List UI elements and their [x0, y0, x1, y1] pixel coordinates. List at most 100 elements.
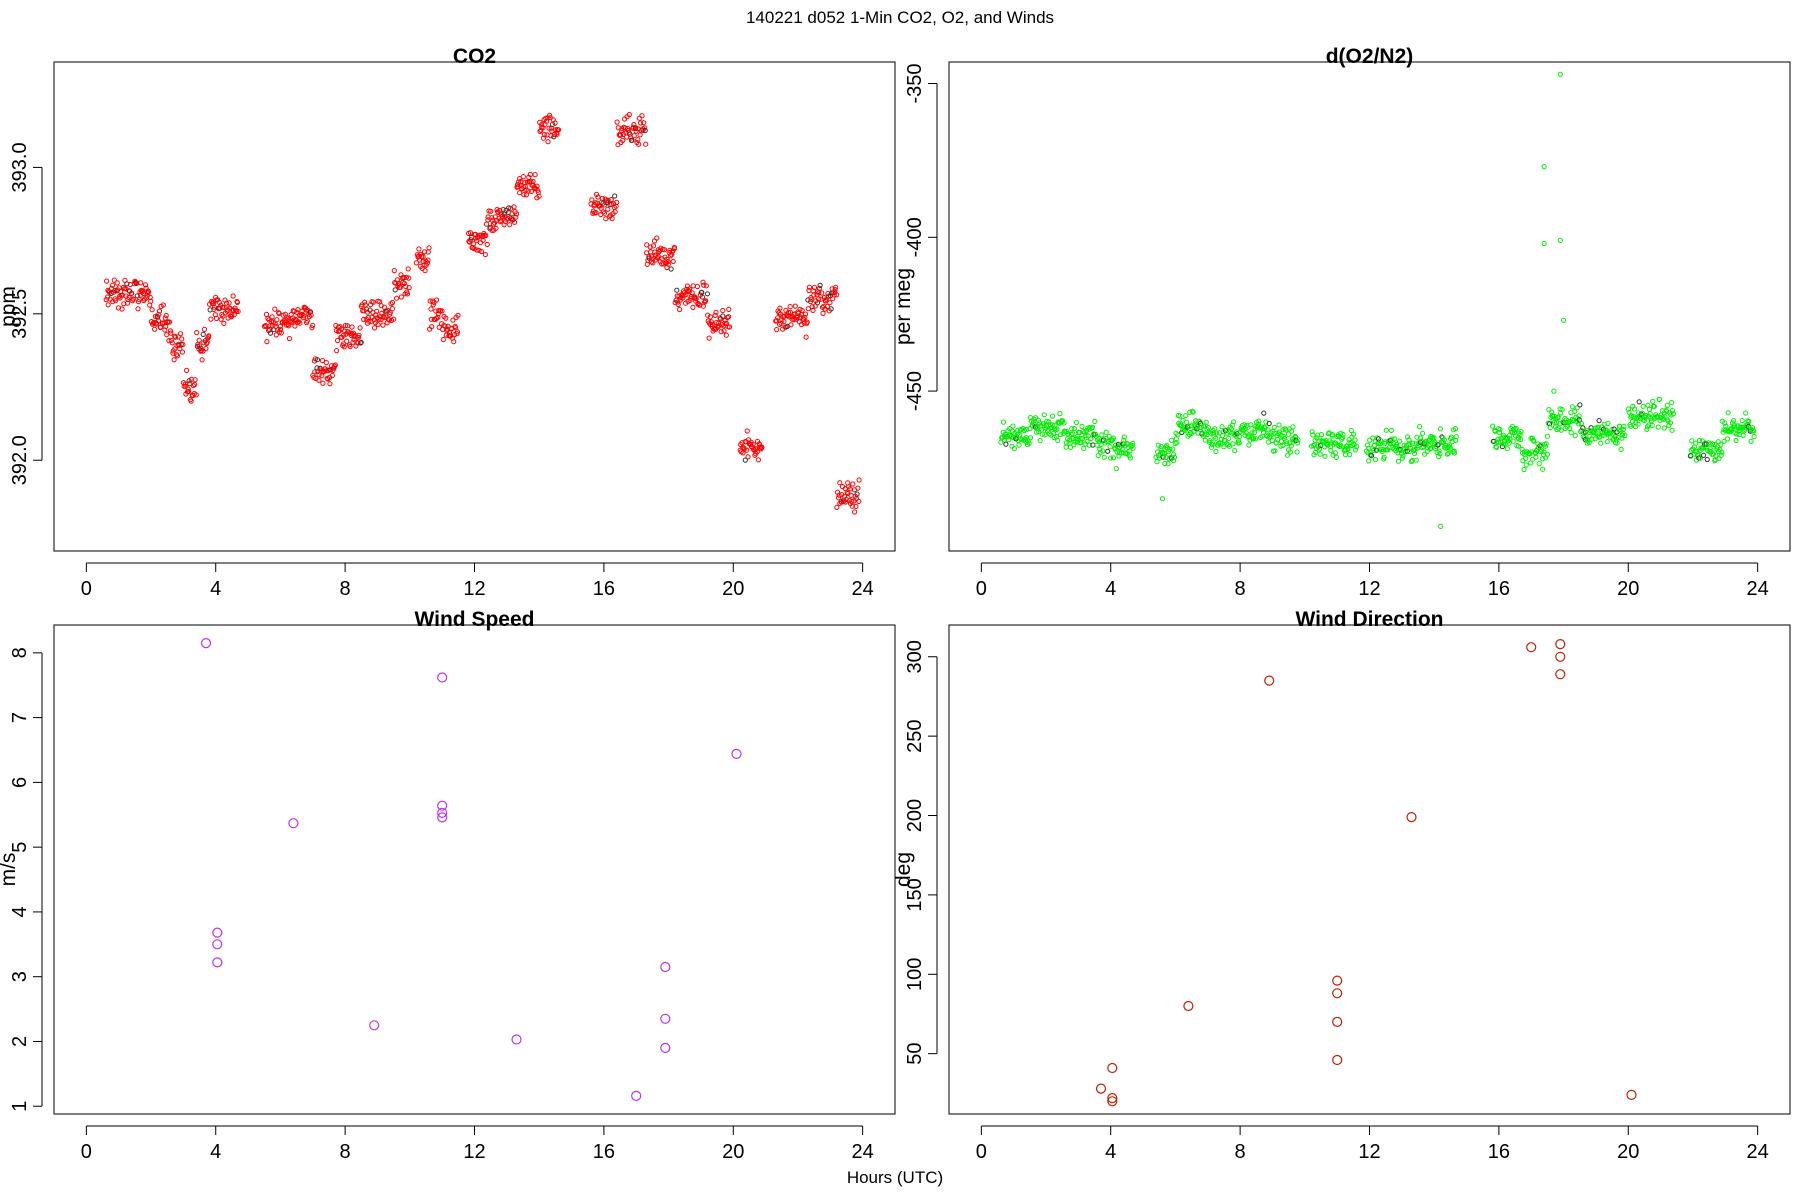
d-o2-n2-data-point — [1640, 403, 1646, 409]
d-o2-n2-data-point — [1605, 420, 1611, 426]
d-o2-n2-data-point — [1364, 442, 1371, 448]
co2-data-point — [130, 296, 136, 302]
co2-data-point — [166, 319, 173, 325]
co2-data-point — [471, 241, 477, 247]
d-o2-n2-data-point — [1253, 436, 1259, 442]
co2-data-point — [330, 367, 336, 373]
co2-data-point — [648, 253, 655, 259]
d-o2-n2-data-point — [1219, 424, 1225, 430]
d-o2-n2-data-point — [1655, 424, 1661, 430]
co2-data-point — [482, 251, 488, 258]
co2-data-point — [142, 282, 149, 288]
wind-direction-data-point — [1183, 1000, 1194, 1012]
d-o2-n2-data-point — [1435, 442, 1441, 448]
d-o2-n2-data-point — [1748, 438, 1754, 444]
co2-data-point — [701, 282, 707, 288]
d-o2-n2-data-point — [1632, 415, 1638, 421]
d-o2-n2-data-point — [1055, 437, 1061, 444]
co2-data-point — [193, 392, 199, 398]
co2-data-point — [551, 134, 557, 140]
co2-data-point — [308, 312, 314, 318]
d-o2-n2-data-point — [1551, 388, 1557, 394]
co2-data-point — [434, 297, 440, 303]
d-o2-n2-data-point — [1499, 444, 1506, 450]
co2-data-point — [478, 248, 484, 255]
co2-data-point — [834, 504, 840, 510]
d-o2-n2-data-point — [1669, 427, 1675, 433]
co2-data-point — [777, 305, 783, 311]
d-o2-n2-data-point — [1251, 436, 1257, 442]
d-o2-n2-data-point — [1621, 423, 1627, 429]
d-o2-n2-data-point — [1496, 439, 1502, 445]
co2-data-point — [527, 171, 534, 178]
d-o2-n2-data-point — [1071, 442, 1077, 448]
d-o2-n2-data-point — [1586, 439, 1592, 445]
co2-data-point — [655, 253, 661, 259]
d-o2-n2-data-point — [1328, 447, 1334, 453]
d-o2-n2-data-point — [1536, 461, 1542, 467]
d-o2-n2-data-point — [1202, 437, 1208, 443]
d-o2-n2-data-point — [1221, 444, 1227, 450]
co2-data-point — [429, 324, 435, 330]
d-o2-n2-data-point — [1165, 461, 1171, 467]
co2-data-point — [368, 302, 374, 308]
co2-data-point — [856, 498, 862, 504]
co2-data-point — [201, 326, 208, 332]
d-o2-n2-data-point — [1345, 445, 1351, 451]
d-o2-n2-panel: d(O2/N2) 0 4 8 12 16 20 24 -450 -400 -350 per meg — [892, 45, 1791, 600]
d-o2-n2-data-point — [1191, 428, 1197, 434]
co2-data-point — [443, 315, 449, 321]
d-o2-n2-data-point — [1589, 436, 1595, 442]
co2-data-point — [483, 232, 489, 239]
d-o2-n2-data-point — [1119, 446, 1125, 452]
co2-data-point — [174, 353, 180, 359]
d-o2-n2-data-point — [1162, 460, 1168, 467]
co2-data-point — [707, 314, 714, 320]
d-o2-n2-data-point — [1547, 425, 1553, 431]
co2-data-point — [609, 215, 615, 222]
co2-data-point — [525, 188, 531, 194]
wind-speed-y-tick-label: 8 — [9, 647, 31, 658]
d-o2-n2-data-point — [1096, 436, 1102, 442]
d-o2-n2-data-point — [1445, 450, 1451, 456]
co2-data-point — [612, 193, 618, 199]
d-o2-n2-data-point — [1034, 429, 1040, 435]
co2-data-point — [668, 253, 674, 259]
co2-data-point — [224, 300, 230, 306]
co2-data-point — [713, 309, 719, 315]
d-o2-n2-data-point — [1174, 440, 1180, 446]
co2-data-point — [775, 315, 781, 321]
d-o2-n2-data-point — [1209, 440, 1216, 446]
d-o2-n2-data-point — [1578, 420, 1585, 427]
co2-data-point — [686, 289, 692, 295]
d-o2-n2-data-point — [1101, 454, 1107, 460]
d-o2-n2-data-point — [1510, 438, 1516, 444]
co2-data-point — [372, 325, 378, 331]
wind-direction-data-point — [1406, 811, 1417, 823]
co2-data-point — [220, 313, 226, 319]
co2-data-point — [184, 367, 190, 373]
co2-data-point — [787, 304, 793, 310]
wind-direction-y-tick-label: 50 — [904, 1043, 926, 1065]
d-o2-n2-data-point — [1339, 435, 1346, 441]
wind-speed-data-point — [511, 1034, 522, 1045]
d-o2-n2-data-point — [1183, 413, 1189, 419]
co2-data-point — [206, 333, 212, 339]
d-o2-n2-data-point — [1388, 427, 1394, 433]
d-o2-n2-data-point — [1689, 438, 1695, 444]
co2-data-point — [187, 381, 193, 387]
d-o2-n2-data-point — [1541, 164, 1547, 170]
d-o2-n2-data-point — [1276, 422, 1282, 428]
d-o2-n2-data-point — [1711, 441, 1718, 448]
co2-data-point — [267, 330, 274, 336]
co2-data-point — [490, 221, 497, 227]
wind-speed-title: Wind Speed — [415, 608, 535, 631]
co2-data-point — [425, 257, 431, 263]
co2-data-point — [849, 503, 856, 509]
co2-data-point — [642, 125, 648, 131]
co2-data-point — [391, 316, 397, 322]
d-o2-n2-data-point — [1353, 443, 1360, 450]
co2-data-point — [190, 383, 196, 389]
wind-direction-data-point — [1526, 642, 1537, 653]
